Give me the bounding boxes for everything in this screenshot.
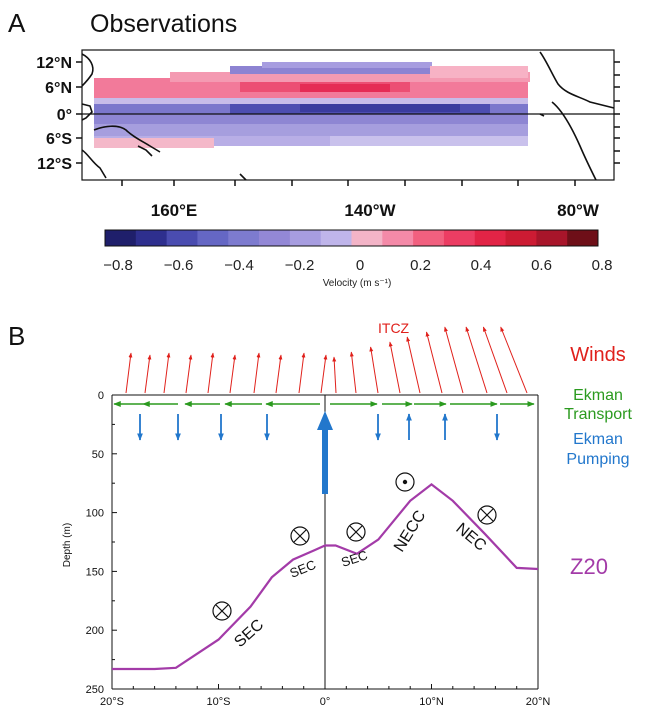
colorbar-segment (443, 230, 476, 246)
wind-arrow (163, 352, 171, 394)
wind-arrow (465, 326, 488, 394)
colorbar-segment (474, 230, 507, 246)
colorbar-tick-label: −0.4 (224, 257, 254, 274)
y-axis-ticks: 0 50 100 150 200 250 (86, 390, 117, 696)
colorbar-segment (567, 230, 599, 246)
out-of-page-symbol (395, 472, 415, 492)
y-tick-label: 50 (92, 449, 104, 461)
wind-arrow (369, 346, 379, 394)
colorbar-segment (413, 230, 445, 246)
itcz-label: ITCZ (378, 320, 410, 336)
colorbar-segment (351, 230, 383, 246)
legend-z20: Z20 (570, 554, 608, 579)
colorbar-segment (259, 230, 291, 246)
wind-arrow (425, 331, 443, 394)
x-tick-label: 10°N (419, 696, 444, 708)
wind-arrow (406, 336, 421, 394)
observation-map: 12°N 6°N 0° 6°S 12°S 160°E 140°W 80°W (36, 49, 620, 220)
legend-ekman-line1: Ekman (573, 387, 623, 404)
wind-arrow (444, 326, 464, 394)
wind-arrow (298, 352, 306, 394)
wind-arrow (332, 356, 337, 394)
legend-pumping-line1: Ekman (573, 431, 623, 448)
legend-winds: Winds (570, 344, 626, 366)
colorbar-tick-label: −0.8 (103, 257, 133, 274)
colorbar-tick-label: −0.6 (164, 257, 194, 274)
colorbar-segment (505, 230, 537, 246)
y-tick-label: 200 (86, 625, 104, 637)
lat-label-12n: 12°N (36, 55, 72, 72)
y-tick-label: 100 (86, 508, 104, 520)
colorbar-segment (320, 230, 352, 246)
y-tick-label: 150 (86, 566, 104, 578)
wind-arrows (125, 326, 528, 394)
current-label-necc: NECC (391, 508, 429, 555)
current-label-sec-north: SEC (339, 547, 369, 570)
lat-label-12s: 12°S (37, 156, 72, 173)
lon-label-80w: 80°W (557, 201, 600, 220)
x-tick-label: 10°S (207, 696, 231, 708)
wind-arrow (388, 341, 401, 394)
wind-arrow (482, 326, 508, 394)
colorbar-tick-label: 0 (356, 257, 364, 274)
colorbar-ticks: −0.8 −0.6 −0.4 −0.2 0 0.2 0.4 0.6 0.8 (103, 257, 612, 274)
wind-arrow (125, 352, 133, 394)
velocity-field (94, 62, 530, 148)
panel-b-letter: B (8, 321, 25, 351)
x-tick-label: 0° (320, 696, 331, 708)
colorbar-segment (105, 230, 137, 246)
coastlines (81, 51, 615, 181)
y-axis-title: Depth (m) (62, 523, 73, 567)
x-tick-label: 20°S (100, 696, 124, 708)
colorbar-segment (536, 230, 568, 246)
lat-label-eq: 0° (57, 107, 72, 124)
colorbar-tick-label: 0.4 (471, 257, 492, 274)
colorbar-segment (197, 230, 229, 246)
y-tick-label: 0 (98, 390, 104, 402)
colorbar-segment (166, 230, 198, 246)
into-page-symbol (346, 522, 366, 542)
y-tick-label: 250 (86, 684, 104, 696)
lat-label-6n: 6°N (45, 80, 72, 97)
wind-arrow (275, 354, 283, 394)
colorbar-segment (228, 230, 260, 246)
z20-line (112, 483, 539, 671)
colorbar-title: Velocity (m s⁻¹) (323, 278, 392, 289)
wind-arrow (185, 354, 193, 394)
colorbar-segment (382, 230, 414, 246)
legend-pumping-line2: Pumping (566, 451, 629, 468)
colorbar (104, 229, 599, 247)
panel-a-letter: A (8, 8, 26, 38)
current-symbols (212, 472, 497, 621)
wind-arrow (229, 354, 237, 394)
into-page-symbol (290, 526, 310, 546)
wind-arrow (207, 352, 215, 394)
wind-arrow (144, 354, 152, 394)
lon-label-160e: 160°E (151, 201, 198, 220)
wind-arrow (349, 351, 357, 394)
colorbar-tick-label: −0.2 (285, 257, 315, 274)
panel-a-title: Observations (90, 10, 237, 38)
into-page-symbol (212, 601, 232, 621)
wind-arrow (320, 354, 328, 394)
legend-ekman-line2: Transport (564, 406, 632, 423)
x-axis-ticks: 20°S 10°S 0° 10°N 20°N (100, 684, 550, 708)
equatorial-upwelling-arrow (317, 411, 333, 494)
wind-arrow (253, 352, 261, 394)
into-page-symbol (477, 505, 497, 525)
lat-label-6s: 6°S (46, 131, 72, 148)
ekman-pumping-arrows (137, 413, 500, 441)
colorbar-tick-label: 0.2 (410, 257, 431, 274)
wind-arrow (500, 326, 528, 394)
colorbar-segment (289, 230, 322, 246)
colorbar-segment (135, 230, 168, 246)
colorbar-tick-label: 0.8 (592, 257, 613, 274)
x-tick-label: 20°N (526, 696, 551, 708)
current-label-nec: NEC (452, 520, 489, 555)
colorbar-frame (104, 229, 599, 247)
lon-label-140w: 140°W (344, 201, 396, 220)
colorbar-tick-label: 0.6 (531, 257, 552, 274)
